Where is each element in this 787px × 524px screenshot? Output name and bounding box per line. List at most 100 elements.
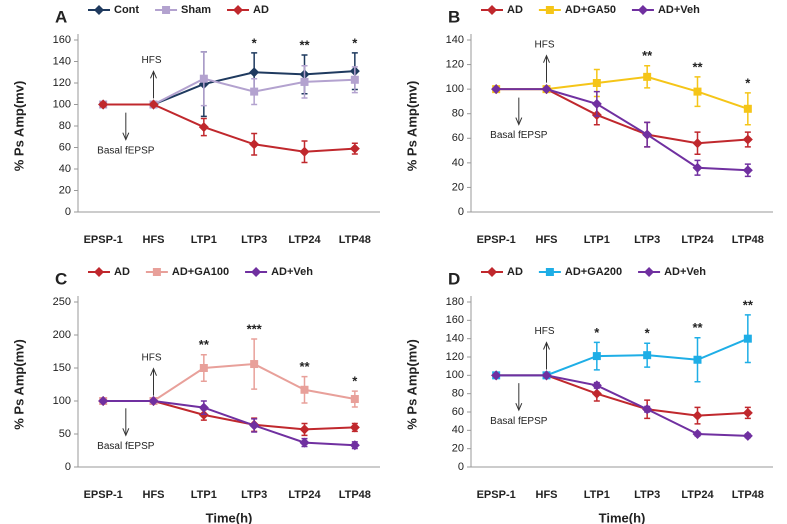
panel-label: A	[55, 7, 67, 26]
significance: *	[352, 35, 358, 50]
y-tick-label: 100	[53, 395, 71, 407]
y-tick-label: 40	[452, 424, 464, 436]
significance: **	[299, 359, 310, 374]
x-axis-label: Time(h)	[599, 510, 646, 524]
marker	[743, 334, 752, 343]
y-tick-label: 80	[59, 120, 71, 132]
series-line	[496, 75, 749, 110]
y-tick-label: 120	[53, 77, 71, 89]
significance: **	[692, 59, 703, 74]
marker	[98, 99, 109, 110]
y-axis-label: % Ps Amp(mv)	[404, 81, 419, 172]
hfs-label: HFS	[535, 326, 555, 337]
legend-label: AD+Veh	[658, 4, 700, 16]
marker	[349, 143, 360, 154]
legend-label: Sham	[181, 4, 211, 16]
significance: *	[745, 75, 751, 90]
y-tick-label: 40	[59, 163, 71, 175]
x-tick-label: LTP3	[634, 234, 660, 246]
x-tick-label: EPSP-1	[84, 489, 123, 501]
marker	[199, 74, 208, 83]
y-tick-label: 200	[53, 329, 71, 341]
x-tick-label: LTP3	[241, 234, 267, 246]
marker	[692, 410, 703, 421]
series-line	[103, 363, 356, 402]
marker	[98, 396, 109, 406]
y-tick-label: 20	[452, 443, 464, 455]
y-tick-label: 0	[458, 461, 464, 473]
legend-label: AD+Veh	[664, 266, 706, 278]
x-tick-label: LTP48	[732, 489, 764, 501]
legend-marker	[152, 268, 161, 276]
y-tick-label: 120	[446, 58, 464, 70]
x-tick-label: LTP48	[339, 489, 371, 501]
x-tick-label: HFS	[143, 234, 165, 246]
marker	[350, 75, 359, 84]
panel-label: B	[448, 7, 460, 26]
y-axis-label: % Ps Amp(mv)	[11, 339, 26, 430]
significance: *	[645, 326, 651, 341]
y-tick-label: 40	[452, 157, 464, 169]
marker	[198, 122, 209, 133]
y-tick-label: 60	[452, 406, 464, 418]
marker	[742, 407, 753, 418]
basal-label: Basal fEPSP	[490, 416, 548, 427]
legend-marker	[233, 5, 244, 15]
basal-arrow-head	[515, 402, 523, 412]
marker	[591, 98, 602, 109]
significance: **	[743, 297, 754, 312]
marker	[198, 402, 209, 413]
y-tick-label: 20	[59, 184, 71, 196]
marker	[350, 395, 359, 404]
x-tick-label: LTP24	[288, 489, 321, 501]
legend-label: AD+Veh	[271, 266, 313, 278]
x-axis-label: Time(h)	[206, 510, 253, 524]
marker	[643, 351, 652, 360]
y-tick-label: 0	[65, 461, 71, 473]
panel: C 0 50 100 150 200 250 EPSP-1 HFS LTP1 LTP3 LTP24 LT…	[11, 266, 380, 524]
y-tick-label: 0	[65, 206, 71, 218]
x-tick-label: LTP3	[634, 489, 660, 501]
marker	[249, 420, 260, 431]
y-tick-label: 60	[59, 141, 71, 153]
legend-marker	[545, 268, 554, 276]
legend-label: AD+GA50	[565, 4, 616, 16]
marker	[692, 429, 703, 439]
marker	[592, 352, 601, 361]
y-tick-label: 160	[446, 314, 464, 326]
y-tick-label: 140	[446, 333, 464, 345]
marker	[592, 79, 601, 87]
y-tick-label: 80	[452, 388, 464, 400]
y-tick-label: 20	[452, 181, 464, 193]
x-tick-label: LTP24	[288, 234, 321, 246]
y-tick-label: 100	[53, 98, 71, 110]
marker	[643, 72, 652, 81]
significance: ***	[247, 321, 263, 336]
series-line	[496, 337, 749, 377]
y-tick-label: 140	[446, 34, 464, 46]
legend-marker	[637, 5, 648, 15]
series-line	[103, 400, 355, 447]
marker	[299, 146, 310, 157]
marker	[642, 129, 653, 140]
x-tick-label: LTP48	[339, 234, 371, 246]
x-tick-label: LTP1	[191, 489, 217, 501]
marker	[692, 138, 703, 149]
basal-arrow-head	[122, 132, 130, 141]
legend-label: AD	[507, 4, 523, 16]
series-line	[496, 374, 748, 437]
significance: **	[299, 37, 310, 52]
marker	[693, 87, 702, 96]
marker	[300, 385, 309, 394]
x-tick-label: LTP48	[732, 234, 764, 246]
marker	[743, 104, 752, 113]
hfs-arrow-head	[543, 341, 550, 350]
y-tick-label: 140	[53, 55, 71, 67]
significance: **	[642, 48, 653, 63]
marker	[299, 437, 310, 448]
marker	[742, 430, 753, 441]
y-tick-label: 60	[452, 132, 464, 144]
x-tick-label: LTP24	[681, 234, 714, 246]
hfs-arrow-head	[150, 367, 157, 376]
legend-marker	[487, 267, 497, 277]
